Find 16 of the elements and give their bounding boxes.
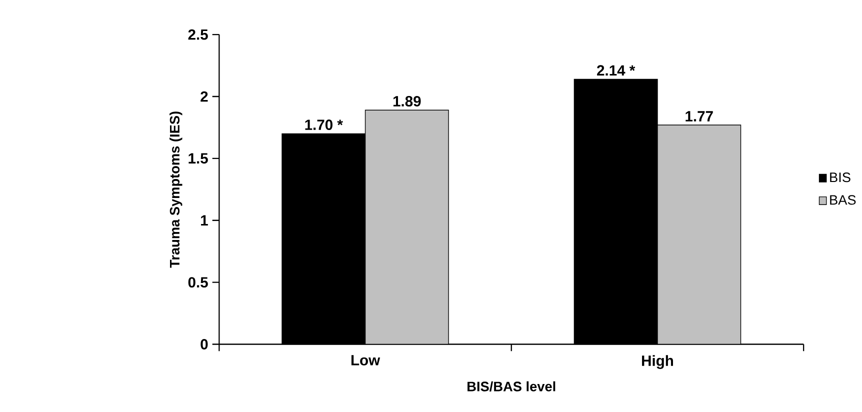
y-tick-label: 2.5 xyxy=(188,29,208,40)
y-tick-label: 1.5 xyxy=(188,153,208,164)
x-axis-title: BIS/BAS level xyxy=(468,381,556,392)
y-tick-label: 2 xyxy=(200,91,208,102)
data-label: 1.77 xyxy=(686,111,713,122)
data-label: 1.70 * xyxy=(305,120,343,130)
data-label: 1.89 xyxy=(393,96,421,106)
data-label: 2.14 * xyxy=(597,65,636,76)
y-axis-title: Trauma Symptoms (IES) xyxy=(170,112,182,268)
x-tick-label: High xyxy=(642,355,673,369)
y-tick-label: 0 xyxy=(200,338,208,350)
legend-label: BAS xyxy=(830,195,856,205)
y-tick-label: 1 xyxy=(201,215,208,226)
x-tick-label: Low xyxy=(351,355,380,366)
y-tick-label: 0.5 xyxy=(188,277,208,288)
legend-label: BIS xyxy=(830,172,850,182)
